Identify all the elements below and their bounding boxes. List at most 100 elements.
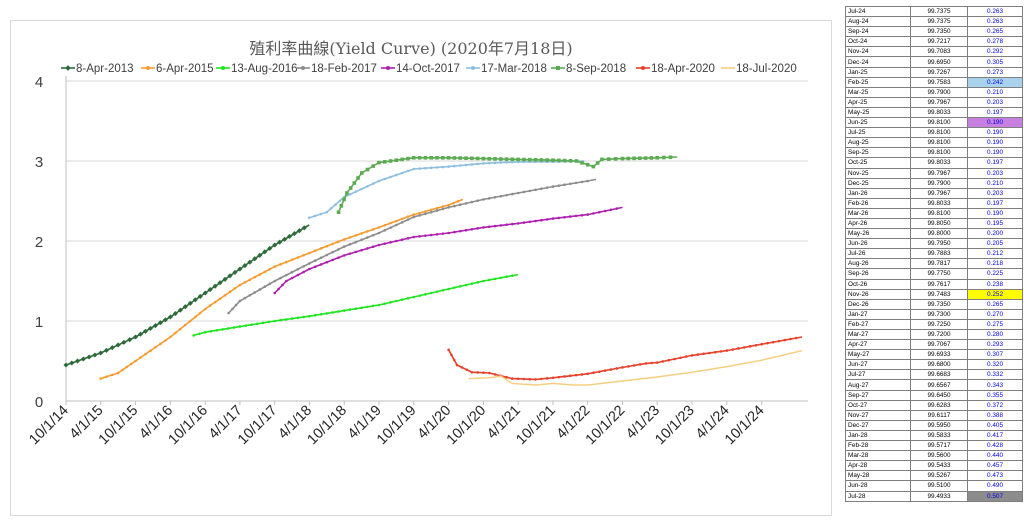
data-point [453, 230, 456, 234]
table-row: Jun-27 99.6800 0.320 [845, 359, 1023, 371]
data-point [313, 214, 317, 218]
yield-cell: 0.197 [967, 197, 1023, 209]
series-line [447, 336, 803, 381]
data-point [545, 186, 549, 189]
month-cell: Oct-25 [845, 157, 911, 169]
data-point [418, 294, 421, 297]
month-cell: Mar-27 [845, 328, 911, 341]
table-row: Aug-25 99.8100 0.190 [845, 137, 1023, 149]
y-tick-label: 2 [35, 234, 43, 251]
data-point [441, 156, 445, 160]
data-point [337, 248, 340, 251]
series-18-Apr-2020 [447, 336, 803, 381]
data-point [187, 300, 193, 306]
yield-cell: 0.203 [967, 187, 1023, 199]
data-point [418, 167, 421, 170]
data-point [371, 304, 375, 308]
series-8-Sep-2018 [336, 155, 678, 214]
price-cell: 99.7350 [910, 26, 968, 38]
data-point [354, 250, 358, 254]
price-cell: 99.8100 [910, 207, 968, 219]
month-cell: Jan-25 [845, 66, 911, 78]
data-point [222, 276, 228, 282]
data-point [551, 158, 555, 162]
data-point [493, 195, 497, 199]
data-point [505, 375, 508, 379]
data-point [568, 159, 573, 163]
data-point [441, 207, 445, 211]
data-point [177, 307, 183, 313]
data-point [213, 300, 217, 304]
data-point [212, 283, 218, 289]
data-point [242, 263, 248, 269]
data-point [308, 251, 311, 255]
series-8-Apr-2013 [63, 224, 310, 368]
table-row: Dec-27 99.5950 0.405 [845, 419, 1023, 431]
data-point [771, 340, 775, 344]
data-point [586, 372, 589, 376]
data-point [105, 375, 108, 379]
data-point [273, 265, 277, 268]
month-cell: May-28 [845, 470, 911, 482]
data-point [424, 234, 427, 237]
data-point [400, 157, 404, 162]
data-point [574, 373, 578, 377]
data-point [458, 164, 462, 167]
yield-cell: 0.263 [967, 16, 1023, 28]
price-cell: 99.7217 [910, 36, 968, 48]
data-point [354, 307, 358, 311]
table-row: Oct-26 99.7617 0.238 [845, 278, 1023, 290]
price-cell: 99.7967 [910, 96, 968, 108]
price-cell: 99.6567 [910, 379, 968, 391]
data-point [248, 278, 252, 282]
data-point [528, 377, 531, 381]
series-18-Jul-2020 [468, 349, 803, 386]
data-point [493, 224, 497, 228]
data-point [319, 256, 323, 260]
yield-cell: 0.200 [967, 228, 1023, 240]
legend-entry: 18-Jul-2020 [721, 63, 797, 75]
price-cell: 99.7900 [910, 177, 968, 189]
x-tick-label: 10/1/17 [235, 403, 281, 449]
data-point [354, 190, 358, 193]
data-point [470, 163, 474, 166]
data-point [360, 248, 363, 252]
data-point [649, 156, 654, 160]
data-point [632, 364, 636, 367]
data-point [284, 318, 288, 321]
data-point [441, 232, 445, 235]
data-point [354, 234, 358, 237]
data-point [482, 371, 485, 375]
yield-cell: 0.428 [967, 440, 1023, 452]
data-point [429, 166, 433, 170]
data-point [192, 334, 195, 337]
data-point [482, 226, 485, 229]
legend: 8-Apr-2013 6-Apr-2015 13-Aug-2016 18-Feb-20… [61, 63, 797, 75]
data-point [198, 311, 202, 315]
data-point [777, 339, 781, 343]
legend-entry: 18-Feb-2017 [296, 63, 377, 75]
yield-cell: 0.457 [967, 460, 1023, 472]
data-point [209, 329, 213, 333]
data-point [464, 163, 468, 167]
series-line [274, 206, 623, 294]
data-point [708, 351, 711, 355]
month-cell: Nov-24 [845, 46, 911, 58]
data-point [284, 260, 288, 264]
data-point [296, 273, 300, 277]
data-point [383, 223, 387, 227]
month-cell: Mar-26 [845, 207, 911, 219]
grid-lines [66, 80, 808, 322]
data-point [458, 229, 462, 233]
data-point [348, 186, 353, 190]
data-point [203, 330, 207, 334]
data-point [400, 217, 404, 221]
table-row: Jun-25 99.8100 0.190 [845, 117, 1023, 129]
data-point [505, 193, 508, 197]
data-point [487, 225, 491, 229]
price-cell: 99.8033 [910, 197, 968, 209]
x-tick-label: 10/1/19 [374, 403, 420, 449]
price-cell: 99.6283 [910, 399, 968, 411]
data-point [684, 355, 688, 358]
data-point [464, 156, 468, 160]
